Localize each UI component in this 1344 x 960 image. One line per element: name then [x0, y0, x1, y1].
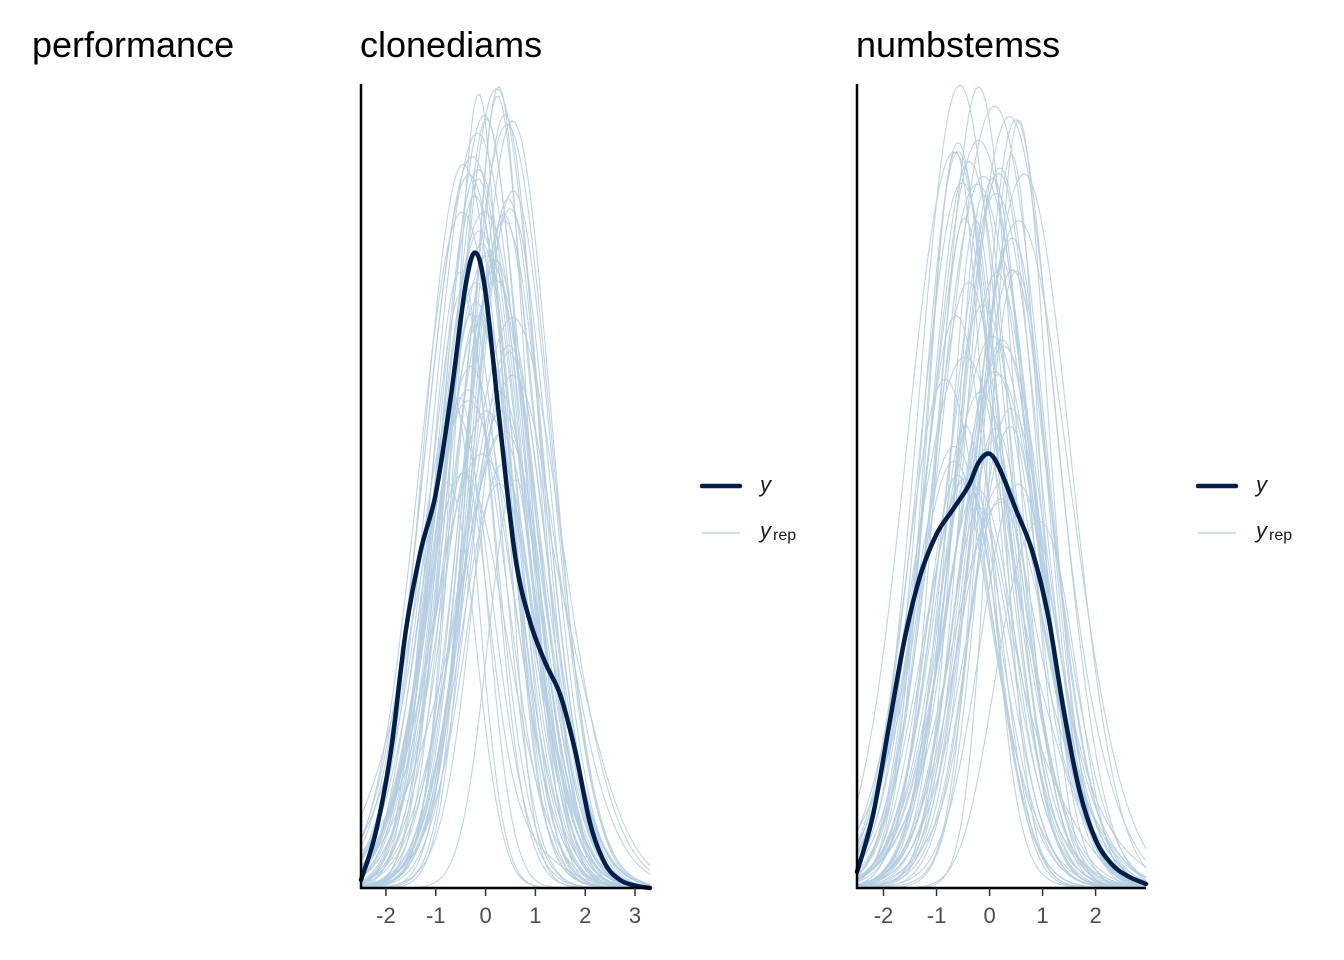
panel2-yrep-line — [856, 142, 1146, 889]
panel2-x-tick-label: -2 — [874, 903, 894, 928]
panel1-x-tick-label: 0 — [479, 903, 491, 928]
panel2-yrep-line — [856, 391, 1147, 889]
panel2-yrep-line — [856, 447, 1147, 888]
panel1-yrep-line — [360, 453, 651, 888]
legend2-y-label: y — [1254, 472, 1269, 497]
panel1-yrep-line — [360, 432, 651, 888]
panel1-yrep-line — [360, 190, 651, 888]
panel1-x-ticks: -2 -1 0 1 2 3 — [376, 888, 641, 928]
panel2-x-tick-label: 0 — [983, 903, 995, 928]
panel2-y-line — [854, 451, 1149, 887]
panel2-yrep-line — [856, 507, 1147, 885]
panel1-x-tick-label: -2 — [376, 903, 396, 928]
panel1-title: clonediams — [360, 24, 543, 65]
panel2-yrep-line — [856, 356, 1147, 888]
panel1-yrep-line — [360, 472, 650, 889]
left-title: performance — [32, 24, 235, 65]
panel1-yrep-line — [360, 220, 651, 888]
legend-panel2: y y rep — [1195, 472, 1292, 544]
panel1-x-tick-label: 3 — [629, 903, 641, 928]
panel2-x-tick-label: 2 — [1089, 903, 1101, 928]
panel2-title: numbstemss — [856, 24, 1061, 65]
panel2-yrep-line — [856, 173, 1147, 888]
legend1-yrep-main: y — [758, 518, 773, 543]
legend-panel1: y y rep — [699, 472, 796, 544]
panel1-yrep-line — [360, 156, 651, 888]
panel1-x-tick-label: 2 — [579, 903, 591, 928]
panel2-yrep-line — [856, 427, 1146, 889]
panel2-yrep-lines — [856, 84, 1147, 889]
panel2-yrep-line — [856, 172, 1147, 889]
legend2-yrep-sub: rep — [1269, 527, 1292, 544]
legend1-y-label: y — [758, 472, 773, 497]
panel1-x-tick-label: 1 — [529, 903, 541, 928]
panel1-yrep-line — [360, 316, 651, 885]
panel2-yrep-line — [856, 271, 1147, 887]
panel1-y-line — [358, 250, 653, 891]
panel2-x-ticks: -2 -1 0 1 2 — [874, 888, 1102, 928]
panel2-x-tick-label: -1 — [927, 903, 947, 928]
legend1-yrep-sub: rep — [773, 527, 796, 544]
legend2-yrep-label: y rep — [1254, 518, 1292, 544]
panel2-yrep-line — [856, 259, 1147, 889]
panel2-yrep-line — [856, 193, 1147, 889]
panel1-yrep-line — [360, 88, 651, 886]
panel2-yrep-line — [856, 477, 1146, 889]
panel1-yrep-line — [360, 124, 651, 886]
panel2-yrep-line — [857, 270, 1147, 889]
panel1-yrep-line — [361, 214, 651, 889]
legend2-yrep-main: y — [1254, 518, 1269, 543]
panel1-yrep-line — [360, 431, 651, 888]
panel1-plot: -2 -1 0 1 2 3 — [358, 84, 653, 928]
panel2-yrep-line — [856, 182, 1146, 889]
panel2-x-tick-label: 1 — [1036, 903, 1048, 928]
panel2-yrep-line — [856, 153, 1146, 889]
panel2-yrep-line — [856, 477, 1146, 889]
panel1-yrep-line — [360, 258, 650, 889]
panel1-x-tick-label: -1 — [426, 903, 446, 928]
panel2-plot: -2 -1 0 1 2 — [854, 84, 1149, 928]
panel1-yrep-lines — [360, 85, 651, 889]
legend1-yrep-label: y rep — [758, 518, 796, 544]
